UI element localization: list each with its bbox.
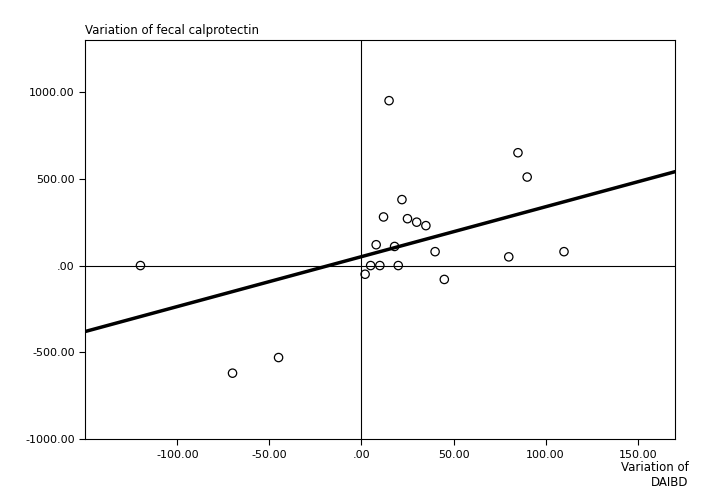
Point — [374, 261, 386, 269]
Point — [420, 222, 432, 230]
Point — [371, 241, 382, 249]
Text: Variation of
DAIBD: Variation of DAIBD — [621, 461, 689, 489]
Point — [411, 218, 422, 226]
Point — [396, 196, 408, 204]
Point — [558, 248, 569, 255]
Point — [226, 369, 238, 377]
Point — [135, 261, 146, 269]
Point — [389, 243, 400, 250]
Point — [365, 261, 376, 269]
Point — [359, 270, 371, 278]
Point — [430, 248, 441, 255]
Point — [521, 173, 532, 181]
Point — [503, 253, 515, 261]
Point — [393, 261, 404, 269]
Point — [383, 97, 395, 105]
Point — [513, 149, 524, 157]
Point — [402, 215, 413, 223]
Text: Variation of fecal calprotectin: Variation of fecal calprotectin — [85, 24, 259, 37]
Point — [378, 213, 389, 221]
Point — [439, 275, 450, 283]
Point — [273, 354, 284, 362]
